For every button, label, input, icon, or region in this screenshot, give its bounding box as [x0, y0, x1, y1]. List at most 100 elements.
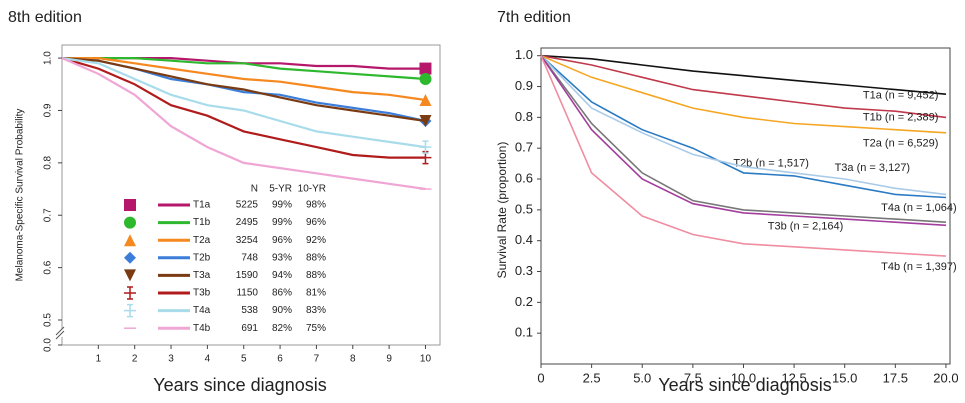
survival-curve — [540, 55, 947, 196]
y-tick-label: 0.2 — [515, 294, 533, 309]
legend-label: T1b — [193, 217, 211, 228]
x-tick-label: 10 — [420, 354, 432, 365]
legend-label: T2a — [193, 235, 211, 246]
marker — [419, 114, 432, 127]
table-cell: 88% — [306, 270, 326, 281]
x-tick-label: 0 — [537, 370, 544, 385]
y-tick-label: 0.7 — [43, 208, 54, 222]
legend-label: T2b — [193, 252, 211, 263]
axis-break — [55, 326, 65, 340]
table-header: 10-YR — [298, 184, 326, 195]
y-tick-label: 0.9 — [43, 103, 54, 117]
table-cell: 83% — [306, 305, 326, 316]
table-cell: 98% — [306, 200, 326, 211]
x-tick-label: 7.5 — [684, 370, 702, 385]
series-label: T2b (n = 1,517) — [733, 158, 809, 170]
x-tick-label: 2.5 — [583, 370, 601, 385]
table-cell: 99% — [272, 200, 292, 211]
y-tick-label: 0.4 — [515, 232, 533, 247]
table-cell: 82% — [272, 323, 292, 334]
x-tick-label: 1 — [96, 354, 102, 365]
plot-frame — [540, 47, 951, 365]
x-tick-label: 4 — [205, 354, 211, 365]
table-cell: 92% — [306, 235, 326, 246]
survival-curve — [62, 57, 426, 102]
survival-curve — [540, 55, 947, 199]
x-tick-label: 10.0 — [731, 370, 756, 385]
marker — [419, 140, 432, 154]
table-cell: 96% — [306, 217, 326, 228]
x-tick-label: 5.0 — [633, 370, 651, 385]
y-tick-label: 1.0 — [43, 51, 54, 65]
table-cell: 93% — [272, 252, 292, 263]
table-cell: 86% — [272, 288, 292, 299]
x-tick-label: 8 — [350, 354, 356, 365]
chart-title: 7th edition — [497, 9, 571, 26]
table-header: 5-YR — [269, 184, 292, 195]
chart-title: 8th edition — [8, 9, 82, 26]
x-tick-label: 6 — [277, 354, 283, 365]
legend-marker — [124, 251, 136, 264]
table-cell: 96% — [272, 235, 292, 246]
legend-label: T1a — [193, 200, 211, 211]
y-tick-label: 0.8 — [515, 109, 533, 124]
table-cell: 538 — [241, 305, 258, 316]
y-tick-label: 1.0 — [515, 47, 533, 62]
table-cell: 748 — [241, 252, 258, 263]
y-tick-label: 0.6 — [515, 170, 533, 185]
table-cell: 99% — [272, 217, 292, 228]
marker — [419, 150, 432, 165]
marker — [419, 73, 432, 86]
survival-curve — [540, 55, 947, 257]
table-cell: 2495 — [236, 217, 259, 228]
table-header: N — [251, 184, 258, 195]
y-tick-label: 0.0 — [43, 338, 54, 352]
table-cell: 75% — [306, 323, 326, 334]
table-cell: 88% — [306, 252, 326, 263]
table-cell: 90% — [272, 305, 292, 316]
series-label: T1b (n = 2,389) — [863, 111, 939, 123]
y-tick-label: 0.6 — [43, 260, 54, 274]
legend-label: T3a — [193, 270, 211, 281]
y-tick-label: 0.3 — [515, 263, 533, 278]
survival-curve — [540, 55, 947, 227]
y-tick-label: 0.9 — [515, 78, 533, 93]
legend-marker — [124, 216, 136, 229]
table-cell: 1150 — [236, 288, 258, 299]
table-cell: 3254 — [236, 235, 259, 246]
series-label: T1a (n = 9,452) — [863, 90, 939, 102]
legend-marker — [124, 234, 136, 247]
survival-curve — [61, 57, 426, 159]
survival-curve — [540, 55, 947, 223]
series-label: T3b (n = 2,164) — [768, 221, 844, 233]
survival-curve — [61, 57, 426, 149]
x-tick-label: 9 — [386, 354, 392, 365]
x-axis-label: Years since diagnosis — [658, 375, 831, 395]
x-tick-label: 2 — [132, 354, 138, 365]
x-tick-label: 3 — [168, 354, 174, 365]
x-tick-label: 15.0 — [832, 370, 857, 385]
survival-curve — [540, 54, 947, 95]
legend-marker — [124, 303, 136, 318]
x-tick-label: 12.5 — [781, 370, 806, 385]
table-cell: 691 — [241, 323, 258, 334]
survival-curve — [61, 57, 426, 191]
table-cell: 94% — [272, 270, 292, 281]
y-axis-label: Melanoma-Specific Survival Probability — [15, 109, 26, 282]
x-axis-label: Years since diagnosis — [153, 375, 326, 395]
table-cell: 5225 — [236, 200, 259, 211]
y-tick-label: 0.1 — [515, 325, 533, 340]
series-label: T4b (n = 1,397) — [881, 261, 957, 273]
legend-marker — [124, 269, 136, 282]
y-tick-label: 0.5 — [43, 313, 54, 327]
legend-label: T3b — [193, 288, 211, 299]
plot-frame — [61, 44, 441, 346]
legend-marker — [124, 199, 136, 211]
x-tick-label: 20.0 — [933, 370, 958, 385]
x-tick-label: 5 — [241, 354, 247, 365]
survival-curve — [540, 54, 947, 134]
legend-label: T4a — [193, 305, 211, 316]
y-axis-label: Survival Rate (proportion) — [495, 142, 509, 279]
